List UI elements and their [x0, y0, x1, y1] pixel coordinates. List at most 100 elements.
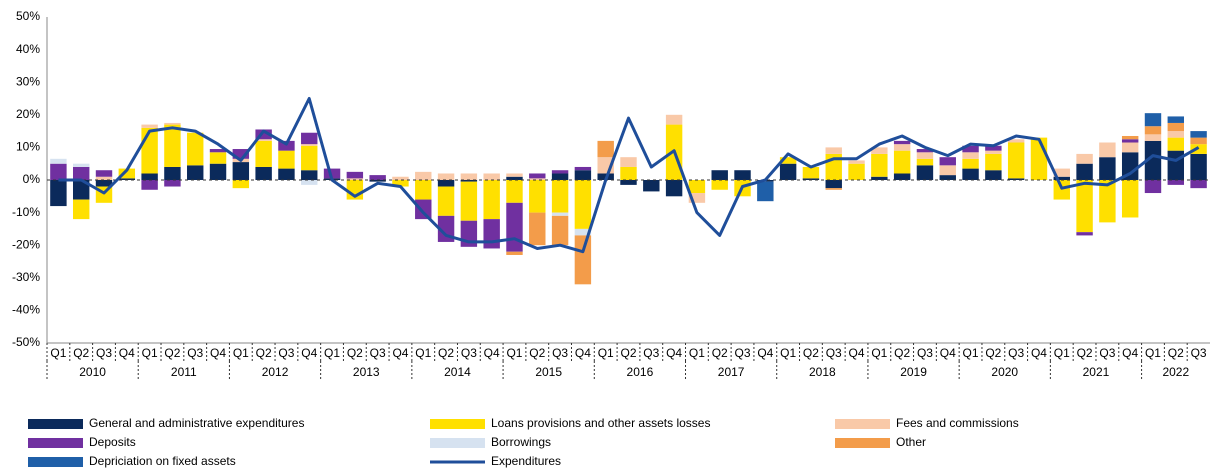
x-tick-label: Q2 — [73, 346, 89, 360]
bar-segment — [346, 171, 364, 179]
bar-segment — [848, 160, 865, 164]
bar-segment — [916, 165, 934, 180]
bar-segment — [939, 175, 956, 180]
x-tick-label: Q1 — [963, 346, 979, 360]
x-tick-label: Q2 — [803, 346, 819, 360]
bar-segment — [72, 166, 90, 180]
bar-segment — [779, 163, 797, 180]
bar-segment — [483, 180, 500, 220]
bar-segment — [437, 180, 455, 187]
bar-segment — [95, 180, 113, 187]
x-tick-label: Q2 — [712, 346, 728, 360]
bar-segment — [1190, 153, 1207, 180]
y-tick-label: 0% — [23, 172, 41, 186]
bar-segment — [460, 180, 478, 182]
bar-segment — [506, 173, 523, 177]
bar-segment — [1167, 131, 1185, 138]
bar-segment — [802, 166, 820, 179]
bar-segment — [415, 180, 432, 200]
bar-segment — [187, 165, 204, 180]
bar-segment — [1167, 150, 1185, 180]
bar-segment — [483, 219, 500, 249]
bar-segment — [301, 132, 318, 145]
x-tick-label: Q1 — [506, 346, 522, 360]
x-tick-label: Q3 — [552, 346, 568, 360]
bar-segment — [392, 180, 409, 187]
x-tick-label: Q2 — [1168, 346, 1184, 360]
bar-segment — [551, 173, 569, 180]
legend-label: General and administrative expenditures — [89, 416, 304, 430]
bar-segment — [871, 147, 888, 154]
bar-segment — [460, 181, 478, 221]
bar-segment — [825, 180, 842, 189]
year-label: 2016 — [627, 365, 654, 379]
bar-segment — [278, 168, 295, 180]
x-tick-label: Q3 — [1099, 346, 1115, 360]
x-tick-label: Q4 — [484, 346, 500, 360]
bar-segment — [893, 144, 911, 151]
year-label: 2020 — [991, 365, 1018, 379]
bar-segment — [141, 124, 158, 128]
x-tick-label: Q4 — [940, 346, 956, 360]
bar-segment — [962, 145, 979, 153]
bar-segment — [1121, 139, 1139, 143]
bar-segment — [255, 139, 272, 141]
bar-segment — [209, 152, 227, 164]
bar-segment — [278, 140, 295, 151]
x-tick-label: Q3 — [461, 346, 477, 360]
bar-segment — [1167, 180, 1185, 185]
bar-segment — [1030, 137, 1048, 180]
bar-segment — [141, 180, 158, 190]
bar-segment — [1144, 126, 1162, 135]
bar-segment — [551, 170, 569, 174]
bar-segment — [551, 212, 569, 216]
year-label: 2013 — [353, 365, 380, 379]
x-tick-label: Q3 — [643, 346, 659, 360]
y-tick-label: 50% — [16, 9, 40, 23]
bar-segment — [301, 144, 318, 146]
x-tick-label: Q1 — [324, 346, 340, 360]
bar-segment — [118, 168, 136, 179]
bar-segment — [255, 140, 272, 167]
legend-label: Fees and commissions — [896, 416, 1019, 430]
year-label: 2010 — [79, 365, 106, 379]
bar-segment — [1076, 163, 1093, 180]
x-tick-label: Q1 — [142, 346, 158, 360]
bar-segment — [871, 153, 888, 177]
bar-segment — [551, 180, 569, 213]
x-tick-label: Q1 — [689, 346, 705, 360]
bar-segment — [95, 176, 113, 180]
bar-segment — [72, 180, 90, 200]
bar-segment — [1007, 178, 1025, 180]
bar-segment — [779, 157, 797, 164]
bar-segment — [506, 180, 523, 203]
bar-segment — [665, 114, 683, 125]
x-tick-label: Q4 — [666, 346, 682, 360]
x-tick-label: Q3 — [187, 346, 203, 360]
bar-segment — [574, 170, 592, 180]
bar-segment — [734, 170, 751, 180]
bar-segment — [848, 163, 865, 180]
bar-segment — [278, 150, 295, 169]
bar-segment — [141, 173, 158, 180]
bar-segment — [620, 180, 637, 185]
bar-segment — [164, 180, 181, 187]
bar-segment — [323, 168, 341, 179]
x-tick-label: Q4 — [301, 346, 317, 360]
bar-segment — [688, 193, 706, 203]
x-tick-label: Q1 — [780, 346, 796, 360]
year-label: 2021 — [1083, 365, 1110, 379]
bar-segment — [574, 166, 592, 171]
bar-segment — [187, 132, 204, 166]
bar-segment — [301, 180, 318, 185]
legend-swatch — [835, 438, 890, 448]
x-tick-label: Q2 — [620, 346, 636, 360]
bar-segment — [802, 178, 820, 180]
bar-segment — [1007, 139, 1025, 143]
bar-segment — [255, 129, 272, 140]
bar-segment — [529, 212, 546, 246]
x-tick-label: Q4 — [210, 346, 226, 360]
legend-label: Other — [896, 435, 926, 449]
bar-segment — [232, 180, 250, 189]
